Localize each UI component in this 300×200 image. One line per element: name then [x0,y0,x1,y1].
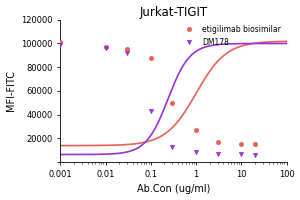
etigilimab biosimilar [58,41,62,43]
etigilimab biosimilar [253,143,257,146]
etigilimab biosimilar [194,129,198,131]
etigilimab biosimilar [239,143,243,145]
Legend: etigilimab biosimilar, DM178: etigilimab biosimilar, DM178 [179,24,283,48]
etigilimab biosimilar [125,48,129,51]
Title: Jurkat-TIGIT: Jurkat-TIGIT [139,6,208,19]
DM178 [253,153,257,156]
Line: etigilimab biosimilar: etigilimab biosimilar [58,40,257,147]
etigilimab biosimilar [171,102,174,104]
Line: DM178: DM178 [58,42,257,157]
DM178 [216,153,219,155]
etigilimab biosimilar [149,57,153,59]
DM178 [194,150,198,153]
DM178 [104,47,107,49]
DM178 [171,146,174,148]
etigilimab biosimilar [104,46,107,48]
DM178 [239,153,243,155]
DM178 [149,110,153,112]
etigilimab biosimilar [216,141,219,143]
Y-axis label: MFI-FITC: MFI-FITC [6,70,16,111]
DM178 [125,52,129,54]
X-axis label: Ab.Con (ug/ml): Ab.Con (ug/ml) [137,184,210,194]
DM178 [58,43,62,46]
